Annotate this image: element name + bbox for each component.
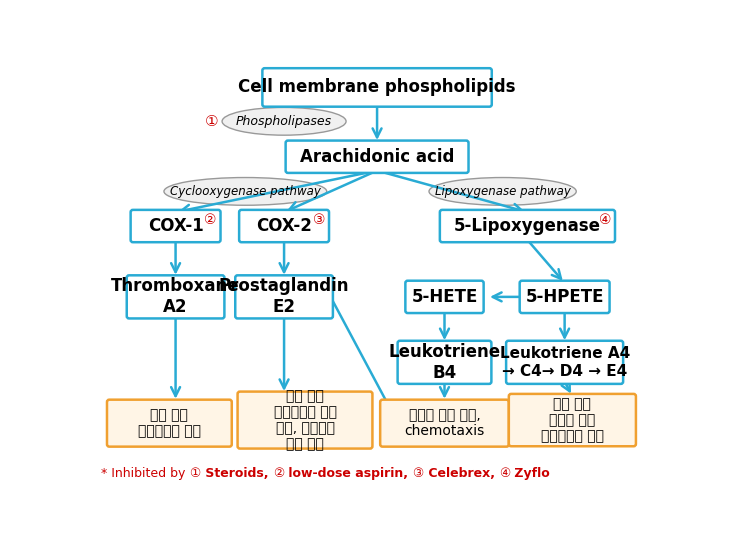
Text: ②: ② [204, 213, 217, 227]
Text: Zyflo: Zyflo [510, 467, 550, 480]
Text: 암세포 사멸 억제,
chemotaxis: 암세포 사멸 억제, chemotaxis [404, 408, 484, 438]
FancyBboxPatch shape [406, 281, 484, 313]
Text: 5-Lipoxygenase: 5-Lipoxygenase [454, 217, 601, 235]
FancyBboxPatch shape [286, 141, 468, 173]
FancyBboxPatch shape [131, 210, 220, 242]
Text: ①: ① [205, 114, 219, 129]
FancyBboxPatch shape [506, 341, 623, 384]
Text: 혈관 확장
혈관투과성 증가
염증, 동맥경화
관절 손상: 혈관 확장 혈관투과성 증가 염증, 동맥경화 관절 손상 [273, 389, 337, 451]
FancyBboxPatch shape [237, 391, 373, 449]
FancyBboxPatch shape [235, 275, 333, 318]
Text: Leukotriene
B4: Leukotriene B4 [388, 343, 501, 382]
FancyBboxPatch shape [398, 341, 492, 384]
Text: COX-2: COX-2 [256, 217, 312, 235]
Text: ④: ④ [499, 467, 510, 480]
Text: 혈관 수축
기관지 수축
혈관투과성 증가: 혈관 수축 기관지 수축 혈관투과성 증가 [541, 397, 604, 443]
FancyBboxPatch shape [440, 210, 615, 242]
Text: Thromboxane
A2: Thromboxane A2 [111, 277, 240, 316]
Text: ③: ③ [412, 467, 423, 480]
Ellipse shape [164, 177, 326, 205]
Text: Phospholipases: Phospholipases [236, 115, 332, 128]
Ellipse shape [429, 177, 576, 205]
FancyBboxPatch shape [262, 68, 492, 107]
Text: 5-HETE: 5-HETE [412, 288, 478, 306]
Text: Leukotriene A4
→ C4→ D4 → E4: Leukotriene A4 → C4→ D4 → E4 [500, 346, 630, 378]
FancyBboxPatch shape [239, 210, 329, 242]
Text: * Inhibited by: * Inhibited by [101, 467, 190, 480]
Text: low-dose aspirin,: low-dose aspirin, [284, 467, 412, 480]
Text: Cell membrane phospholipids: Cell membrane phospholipids [238, 79, 516, 97]
Text: 5-HPETE: 5-HPETE [526, 288, 604, 306]
Text: Celebrex,: Celebrex, [423, 467, 499, 480]
Text: Steroids,: Steroids, [201, 467, 273, 480]
Text: COX-1: COX-1 [148, 217, 204, 235]
Text: ②: ② [273, 467, 284, 480]
Text: Prostaglandin
E2: Prostaglandin E2 [219, 277, 349, 316]
Text: Lipoxygenase pathway: Lipoxygenase pathway [434, 185, 570, 198]
Text: ③: ③ [312, 213, 325, 227]
Text: Arachidonic acid: Arachidonic acid [300, 148, 454, 166]
FancyBboxPatch shape [107, 400, 232, 447]
FancyBboxPatch shape [509, 394, 636, 446]
Text: 혈관 수축
혈소판응집 촉진: 혈관 수축 혈소판응집 촉진 [138, 408, 201, 438]
Text: Cyclooxygenase pathway: Cyclooxygenase pathway [170, 185, 320, 198]
FancyBboxPatch shape [520, 281, 609, 313]
FancyBboxPatch shape [380, 400, 509, 447]
Text: ④: ④ [599, 213, 612, 227]
FancyBboxPatch shape [126, 275, 224, 318]
Text: ①: ① [190, 467, 201, 480]
Ellipse shape [222, 108, 346, 135]
